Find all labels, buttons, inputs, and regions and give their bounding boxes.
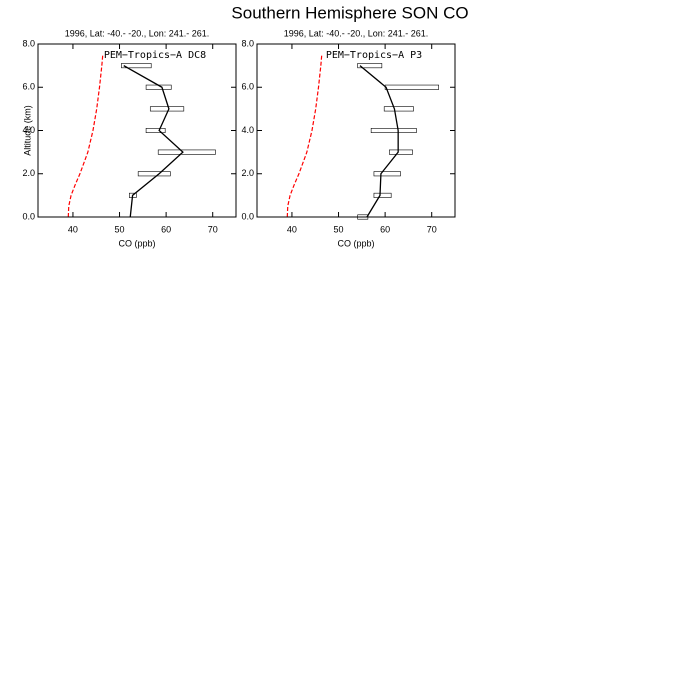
x-tick-label: 70	[427, 224, 437, 234]
annotation: PEM−Tropics−A P3	[326, 50, 422, 61]
range-box	[384, 84, 439, 90]
range-box	[137, 171, 171, 177]
range-box	[357, 63, 383, 69]
range-box	[373, 192, 392, 198]
range-box	[373, 171, 401, 177]
y-tick-label: 8.0	[241, 38, 254, 48]
x-tick-label: 40	[287, 224, 297, 234]
y-tick-label: 0.0	[241, 211, 254, 221]
y-tick-label: 0.0	[22, 211, 35, 221]
x-tick-label: 50	[115, 224, 125, 234]
x-axis-label: CO (ppb)	[337, 238, 374, 248]
y-tick-label: 4.0	[241, 125, 254, 135]
mean-line	[359, 65, 399, 218]
subtitle: 1996, Lat: -40.- -20., Lon: 241.- 261.	[65, 28, 210, 38]
y-axis-label: Altitude (km)	[22, 105, 32, 156]
y-tick-label: 6.0	[241, 82, 254, 92]
model-line	[286, 54, 323, 218]
range-box	[145, 128, 166, 134]
chart-title: Southern Hemisphere SON CO	[231, 3, 468, 22]
subtitle: 1996, Lat: -40.- -20., Lon: 241.- 261.	[284, 28, 429, 38]
annotation: PEM−Tropics−A DC8	[104, 50, 206, 61]
range-box	[157, 149, 216, 155]
range-box	[370, 128, 417, 134]
x-axis-label: CO (ppb)	[118, 238, 155, 248]
mean-line	[123, 65, 184, 218]
x-tick-label: 50	[334, 224, 344, 234]
y-tick-label: 2.0	[241, 168, 254, 178]
y-tick-label: 8.0	[22, 38, 35, 48]
range-box	[389, 149, 413, 155]
model-line	[67, 54, 104, 218]
x-tick-label: 60	[380, 224, 390, 234]
y-tick-label: 2.0	[22, 168, 35, 178]
plot-frame	[256, 43, 456, 218]
range-box	[149, 106, 185, 112]
plot-frame	[37, 43, 237, 218]
range-box	[383, 106, 414, 112]
x-tick-label: 40	[68, 224, 78, 234]
x-tick-label: 60	[161, 224, 171, 234]
x-tick-label: 70	[208, 224, 218, 234]
y-tick-label: 4.0	[22, 125, 35, 135]
y-tick-label: 6.0	[22, 82, 35, 92]
range-box	[121, 63, 152, 69]
